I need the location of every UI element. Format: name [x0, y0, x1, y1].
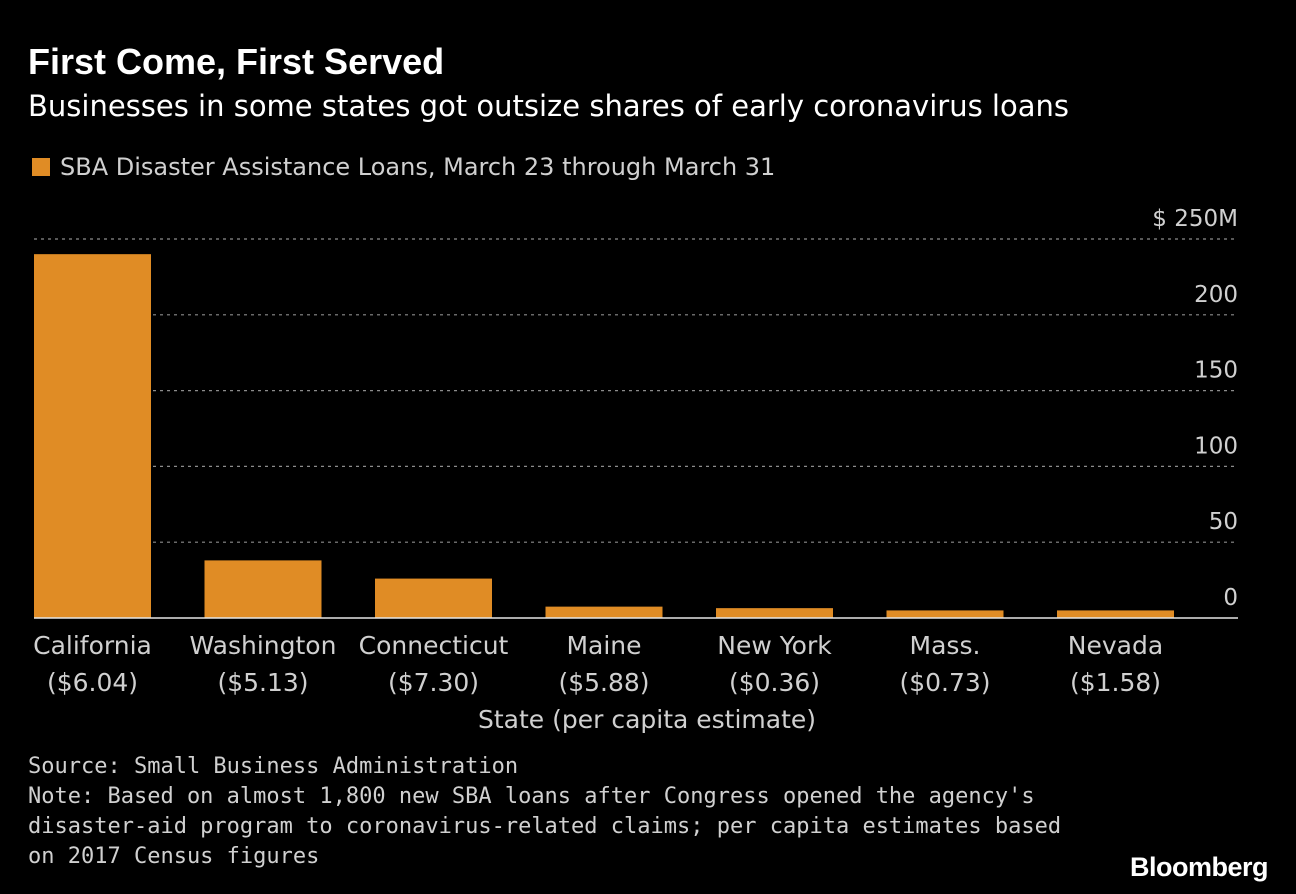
- y-axis-ticks: 0 50 100 150 200 $ 250M: [1152, 206, 1238, 611]
- legend-label: SBA Disaster Assistance Loans, March 23 …: [60, 153, 776, 181]
- bar: [204, 560, 322, 618]
- x-tick-label: New York: [717, 631, 832, 660]
- grid-lines: [34, 238, 1238, 543]
- x-axis-label: State (per capita estimate): [478, 705, 816, 734]
- bar: [1057, 610, 1174, 618]
- x-tick-label: Connecticut: [359, 631, 509, 660]
- legend-swatch: [32, 158, 50, 176]
- x-tick-sublabel: ($6.04): [47, 668, 138, 697]
- bar: [886, 610, 1004, 618]
- bars: [34, 254, 1174, 618]
- source-note: Source: Small Business Administration No…: [28, 754, 1062, 869]
- x-tick-sublabel: ($1.58): [1070, 668, 1161, 697]
- bar: [375, 578, 492, 618]
- y-tick-label: 0: [1223, 585, 1238, 611]
- x-tick-sublabel: ($5.88): [558, 668, 649, 697]
- y-tick-label: $ 250M: [1152, 206, 1238, 232]
- y-tick-label: 200: [1194, 282, 1238, 308]
- x-tick-label: Washington: [190, 631, 337, 660]
- y-tick-label: 100: [1194, 433, 1238, 459]
- bar-chart: 0 50 100 150 200 $ 250M California ($6.04) Wash…: [33, 206, 1238, 734]
- x-tick-sublabel: ($5.13): [217, 668, 308, 697]
- bar: [545, 606, 663, 618]
- legend: SBA Disaster Assistance Loans, March 23 …: [32, 150, 775, 184]
- x-tick-label: California: [33, 631, 152, 660]
- x-tick-label: Nevada: [1068, 631, 1163, 660]
- x-tick-sublabel: ($7.30): [388, 668, 479, 697]
- x-tick-sublabel: ($0.36): [729, 668, 820, 697]
- chart-subtitle: Businesses in some states got outsize sh…: [28, 89, 1069, 123]
- x-tick-label: Mass.: [910, 631, 981, 660]
- x-tick-sublabel: ($0.73): [899, 668, 990, 697]
- bloomberg-logo: Bloomberg: [1129, 852, 1269, 882]
- chart-title: First Come, First Served: [28, 41, 445, 82]
- y-tick-label: 50: [1209, 509, 1238, 535]
- y-tick-label: 150: [1194, 358, 1238, 384]
- x-axis-ticks: California ($6.04) Washington ($5.13) Connec…: [33, 631, 1163, 697]
- x-tick-label: Maine: [566, 631, 641, 660]
- bar: [716, 608, 833, 618]
- bar: [34, 254, 151, 618]
